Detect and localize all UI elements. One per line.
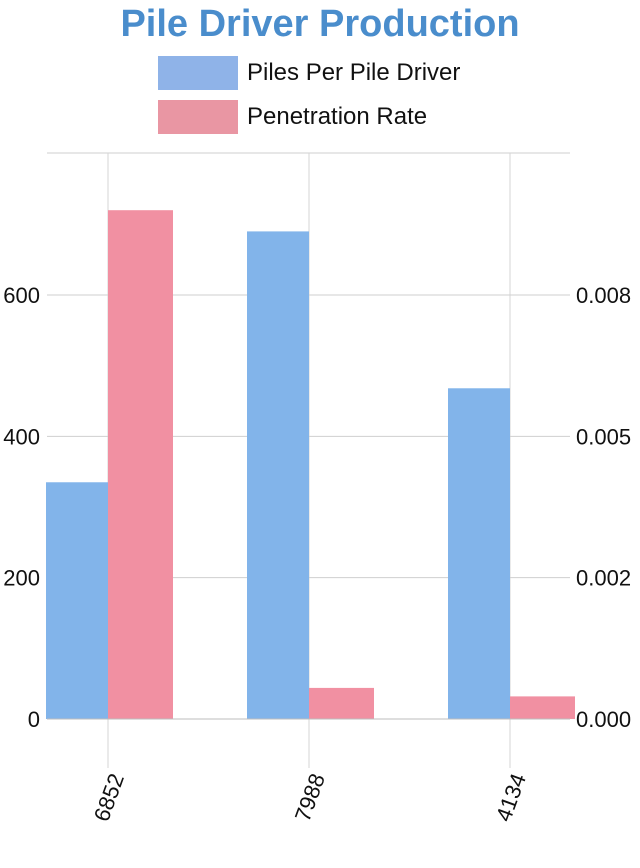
y-right-tick-0.000: 0.000 bbox=[576, 707, 631, 732]
bar-penetration-4134 bbox=[510, 696, 575, 719]
legend-swatch-piles bbox=[158, 56, 238, 90]
y-right-tick-0.002: 0.002 bbox=[576, 566, 631, 591]
legend-item-penetration[interactable]: Penetration Rate bbox=[158, 100, 498, 136]
legend-label-piles: Piles Per Pile Driver bbox=[247, 59, 461, 86]
y-right-tick-0.005: 0.005 bbox=[576, 424, 631, 449]
y-left-tick-400: 400 bbox=[3, 424, 40, 449]
bar-piles-6852 bbox=[46, 482, 108, 719]
bar-piles-4134 bbox=[448, 388, 510, 719]
bar-piles-7988 bbox=[247, 231, 309, 719]
x-tick-6852: 6852 bbox=[89, 770, 129, 825]
legend-swatch-penetration bbox=[158, 100, 238, 134]
y-left-tick-200: 200 bbox=[3, 566, 40, 591]
y-right-tick-0.008: 0.008 bbox=[576, 283, 631, 308]
bar-penetration-6852 bbox=[108, 210, 173, 719]
legend-item-piles[interactable]: Piles Per Pile Driver bbox=[158, 56, 498, 92]
chart-title: Pile Driver Production bbox=[120, 3, 520, 45]
x-tick-4134: 4134 bbox=[491, 770, 531, 825]
bar-penetration-7988 bbox=[309, 687, 374, 719]
x-tick-7988: 7988 bbox=[290, 770, 330, 825]
legend-label-penetration: Penetration Rate bbox=[247, 103, 428, 130]
y-left-tick-600: 600 bbox=[3, 283, 40, 308]
y-left-tick-0: 0 bbox=[28, 707, 40, 732]
